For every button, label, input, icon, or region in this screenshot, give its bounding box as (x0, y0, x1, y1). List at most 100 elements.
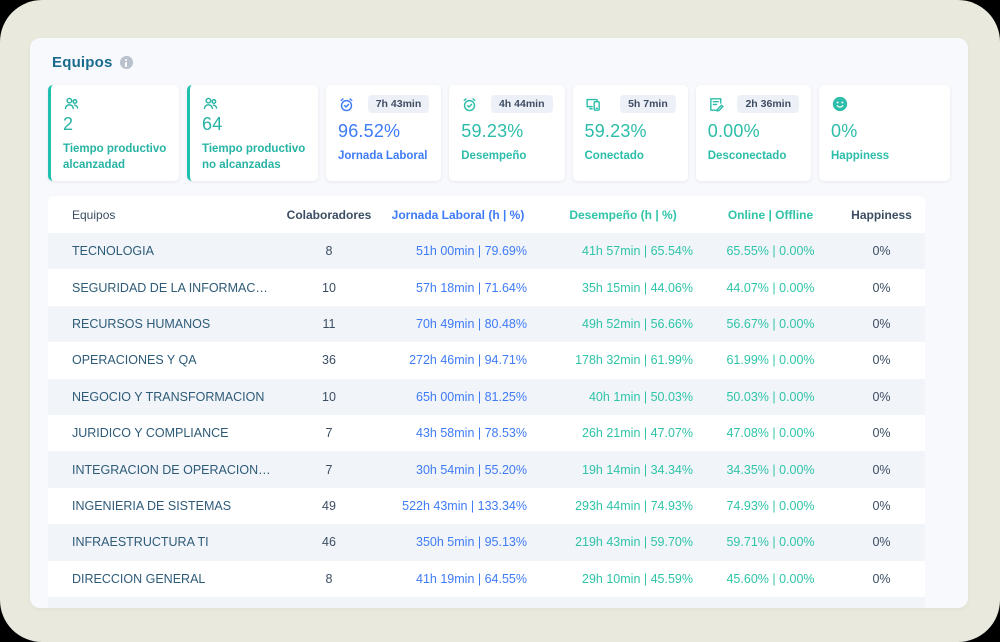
cell-happiness: 0% (872, 571, 891, 586)
kpi-label: Desconectado (707, 150, 787, 162)
table-row[interactable]: RECURSOS HUMANOS 11 70h 49min | 80.48% 4… (48, 305, 925, 343)
cell-jornada: 30h 54min | 55.20% (416, 462, 527, 477)
cell-online-offline: 61.99% | 0.00% (726, 353, 815, 368)
table-row[interactable]: INTEGRACION DE OPERACION… 7 30h 54min | … (48, 451, 925, 488)
cell-jornada: 57h 18min | 71.64% (416, 280, 527, 295)
kpi-label: Conectado (584, 150, 644, 162)
table-row[interactable]: INFRAESTRUCTURA TI 46 350h 5min | 95.13%… (48, 524, 925, 561)
devices-icon (585, 96, 602, 113)
cell-desempeno: 41h 57min | 65.54% (582, 244, 693, 259)
table-row[interactable]: INGENIERIA DE SISTEMAS 49 522h 43min | 1… (48, 488, 925, 524)
cell-colaboradores: 8 (325, 571, 333, 586)
kpi-badge: 7h 43min (367, 95, 430, 113)
cell-jornada: 41h 19min | 64.55% (416, 571, 527, 586)
kpi-card-jornada-laboral: 7h 43min 96.52% Jornada Laboral (326, 85, 442, 181)
cell-jornada: 43h 58min | 78.53% (416, 426, 527, 441)
cell-equipo: INGENIERIA DE SISTEMAS (72, 498, 232, 513)
cell-online-offline: 65.55% | 0.00% (726, 244, 815, 259)
col-header-jornada[interactable]: Jornada Laboral (h | %) (391, 207, 525, 222)
cell-online-offline: 74.93% | 0.00% (726, 498, 815, 513)
cell-online-offline: 50.03% | 0.00% (726, 389, 815, 404)
cell-equipo: DIRECCION GENERAL (72, 571, 206, 586)
cell-equipo: TECNOLOGIA (72, 244, 154, 259)
cell-colaboradores: 8 (325, 244, 333, 259)
cell-online-offline: 34.35% | 0.00% (726, 462, 815, 477)
page-title: Equipos (52, 54, 113, 71)
cell-online-offline: 44.07% | 0.00% (726, 280, 815, 295)
cell-jornada: 522h 43min | 133.34% (402, 498, 527, 513)
cell-equipo: INFRAESTRUCTURA TI (72, 535, 209, 550)
cell-jornada: 51h 00min | 79.69% (416, 244, 527, 259)
col-header-equipos[interactable]: Equipos (72, 207, 116, 222)
cell-online-offline: 59.71% | 0.00% (726, 535, 815, 550)
kpi-card-desconectado: 2h 36min 0.00% Desconectado (695, 85, 811, 181)
panel-header: Equipos (52, 54, 950, 71)
kpi-card-happiness: 0% Happiness (819, 85, 950, 181)
cell-colaboradores: 10 (322, 389, 336, 404)
table-row[interactable]: OPERACIONES Y QA 36 272h 46min | 94.71% … (48, 342, 925, 378)
kpi-value: 96.52% (338, 121, 401, 141)
table-row[interactable]: DIRECCION GENERAL 8 41h 19min | 64.55% 2… (48, 561, 925, 597)
teams-table: Equipos Colaboradores Jornada Laboral (h… (48, 196, 925, 597)
cell-colaboradores: 11 (322, 316, 336, 331)
table-row[interactable]: SEGURIDAD DE LA INFORMAC… 10 57h 18min |… (48, 269, 925, 305)
cell-colaboradores: 36 (322, 353, 336, 368)
col-header-colaboradores[interactable]: Colaboradores (286, 207, 372, 222)
kpi-card-desempeno: 4h 44min 59.23% Desempeño (449, 85, 565, 181)
cell-desempeno: 19h 14min | 34.34% (582, 462, 693, 477)
cell-desempeno: 40h 1min | 50.03% (588, 389, 693, 404)
cell-happiness: 0% (872, 426, 891, 441)
alarm-clock-icon (461, 96, 478, 113)
kpi-badge: 5h 7min (620, 95, 676, 113)
kpi-cards-row: 2 Tiempo productivo alcanzadad 64 Tiempo… (48, 85, 950, 181)
cell-jornada: 272h 46min | 94.71% (409, 353, 527, 368)
cell-equipo: SEGURIDAD DE LA INFORMAC… (72, 280, 268, 295)
kpi-label: Tiempo productivo alcanzadad (63, 143, 167, 171)
cell-happiness: 0% (872, 316, 891, 331)
cell-desempeno: 49h 52min | 56.66% (582, 316, 693, 331)
col-header-online-offline[interactable]: Online | Offline (727, 207, 814, 222)
cell-colaboradores: 7 (325, 426, 333, 441)
kpi-label: Happiness (831, 150, 890, 162)
cell-colaboradores: 49 (322, 498, 336, 513)
cell-equipo: OPERACIONES Y QA (72, 353, 197, 368)
table-row[interactable]: TECNOLOGIA 8 51h 00min | 79.69% 41h 57mi… (48, 233, 925, 270)
kpi-label: Jornada Laboral (338, 150, 428, 162)
users-icon (202, 95, 306, 112)
kpi-badge: 4h 44min (490, 95, 553, 113)
col-header-desempeno[interactable]: Desempeño (h | %) (569, 207, 677, 222)
cell-desempeno: 35h 15min | 44.06% (582, 280, 693, 295)
cell-happiness: 0% (872, 462, 891, 477)
cell-happiness: 0% (872, 535, 891, 550)
cell-equipo: RECURSOS HUMANOS (72, 316, 211, 331)
cell-happiness: 0% (872, 389, 891, 404)
kpi-value: 2 (63, 114, 74, 134)
alarm-clock-icon (338, 96, 355, 113)
cell-colaboradores: 10 (322, 280, 336, 295)
cell-desempeno: 26h 21min | 47.07% (582, 426, 693, 441)
table-row[interactable]: JURIDICO Y COMPLIANCE 7 43h 58min | 78.5… (48, 415, 925, 451)
clipped-next-row (48, 596, 925, 608)
info-icon[interactable] (119, 56, 133, 69)
kpi-badge: 2h 36min (737, 95, 799, 113)
cell-online-offline: 56.67% | 0.00% (726, 316, 815, 331)
kpi-label: Desempeño (461, 150, 527, 162)
kpi-value: 59.23% (584, 121, 647, 141)
kpi-value: 0% (831, 121, 858, 141)
cell-online-offline: 45.60% | 0.00% (726, 571, 815, 586)
smiley-icon (831, 95, 849, 113)
col-header-happiness[interactable]: Happiness (851, 207, 912, 222)
cell-online-offline: 47.08% | 0.00% (726, 426, 815, 441)
kpi-card-tiempo-productivo-alcanzada: 2 Tiempo productivo alcanzadad (48, 85, 179, 181)
cell-happiness: 0% (872, 353, 891, 368)
kpi-card-conectado: 5h 7min 59.23% Conectado (572, 85, 688, 181)
table-row[interactable]: NEGOCIO Y TRANSFORMACION 10 65h 00min | … (48, 378, 925, 415)
cell-desempeno: 29h 10min | 45.59% (582, 571, 693, 586)
kpi-card-tiempo-productivo-no-alcanzada: 64 Tiempo productivo no alcanzadas (187, 85, 318, 181)
kpi-label: Tiempo productivo no alcanzadas (202, 143, 306, 171)
cell-equipo: JURIDICO Y COMPLIANCE (72, 426, 229, 441)
equipos-panel: Equipos 2 Tiempo productivo alcanzadad 6… (30, 38, 968, 608)
cell-colaboradores: 46 (322, 535, 336, 550)
cell-jornada: 65h 00min | 81.25% (416, 389, 527, 404)
